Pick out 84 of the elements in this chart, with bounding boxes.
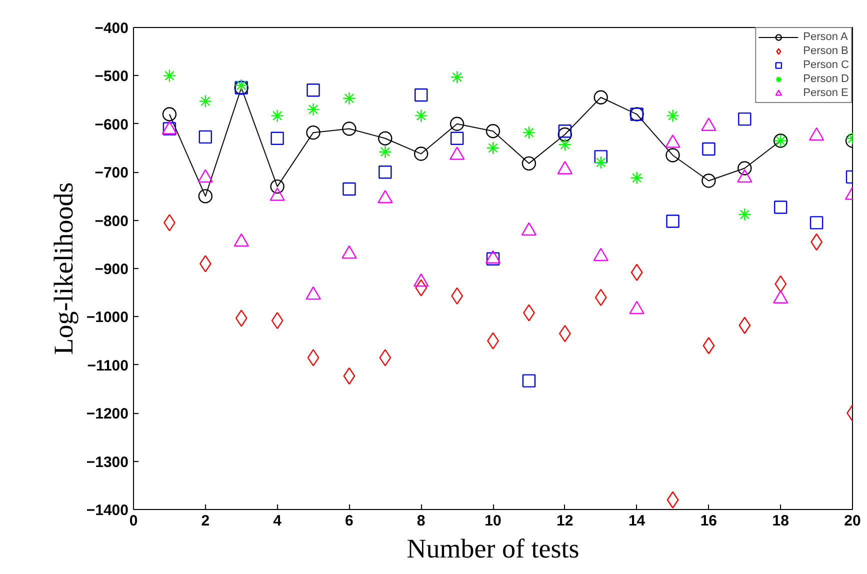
x-tick-label: 20 — [844, 512, 861, 530]
point — [522, 126, 536, 140]
legend-label: Person A — [803, 30, 848, 44]
point — [450, 116, 464, 131]
point — [342, 182, 356, 196]
point — [306, 102, 320, 116]
point — [414, 146, 428, 161]
x-tick-label: 16 — [700, 512, 718, 530]
x-tick-label: 2 — [201, 512, 210, 530]
point — [738, 161, 752, 176]
point — [198, 130, 212, 144]
y-tick-label: −500 — [94, 68, 129, 86]
point — [234, 78, 248, 92]
y-tick-label: −1100 — [87, 357, 129, 374]
point — [307, 349, 320, 366]
point — [270, 132, 284, 145]
y-tick-label: −1300 — [86, 454, 129, 471]
point — [738, 112, 752, 126]
point — [558, 124, 572, 138]
point — [666, 491, 679, 508]
point — [666, 109, 680, 122]
point — [774, 200, 788, 214]
point — [666, 214, 680, 228]
point — [666, 148, 680, 162]
y-tick-label: −700 — [94, 164, 129, 182]
point — [558, 138, 572, 152]
point — [162, 69, 176, 82]
x-tick-label: 12 — [556, 512, 574, 530]
point — [810, 216, 824, 230]
point — [414, 88, 428, 102]
point — [378, 131, 392, 146]
y-tick-label: −900 — [94, 261, 129, 278]
y-tick-label: −800 — [94, 212, 129, 230]
x-axis-title: Number of tests — [406, 534, 580, 564]
legend-label: Person C — [803, 58, 849, 72]
point — [415, 279, 428, 296]
point — [702, 142, 716, 156]
point — [450, 132, 464, 145]
x-tick-label: 4 — [273, 512, 282, 530]
x-tick-label: 14 — [628, 512, 646, 530]
y-tick-label: −600 — [94, 116, 129, 134]
point — [198, 94, 212, 108]
y-tick-label: −1400 — [86, 502, 129, 519]
x-tick-label: 8 — [416, 512, 426, 530]
point — [378, 166, 392, 179]
point — [738, 316, 751, 334]
y-tick-label: −400 — [94, 20, 129, 37]
point — [738, 208, 752, 222]
x-tick-label: 18 — [772, 512, 789, 530]
point — [198, 189, 212, 204]
point — [342, 92, 356, 105]
point — [702, 337, 715, 354]
x-tick-label: 6 — [345, 512, 354, 530]
point — [235, 310, 248, 327]
point — [594, 150, 608, 164]
y-tick-label: −1000 — [86, 309, 129, 326]
x-tick-label: 0 — [129, 512, 138, 530]
point — [450, 70, 464, 84]
point — [594, 156, 608, 170]
x-tick-label: 10 — [484, 512, 502, 530]
point — [630, 264, 643, 281]
point — [522, 374, 536, 388]
point — [306, 125, 320, 140]
legend-label: Person D — [803, 72, 849, 86]
point — [594, 90, 608, 104]
point — [414, 109, 428, 122]
point — [306, 84, 320, 97]
point — [342, 122, 356, 136]
point — [199, 255, 212, 272]
point — [486, 124, 500, 138]
point — [486, 141, 500, 155]
point — [378, 145, 392, 158]
point — [270, 179, 284, 194]
point — [702, 174, 716, 188]
point — [162, 107, 177, 122]
point — [558, 127, 572, 142]
point — [630, 171, 644, 184]
legend-label: Person E — [803, 86, 848, 100]
point — [522, 156, 536, 171]
point — [270, 109, 284, 122]
y-tick-label: −1200 — [86, 406, 129, 423]
point — [379, 349, 392, 366]
y-axis-title: Log-likelihoods — [48, 182, 78, 355]
legend-label: Person B — [803, 44, 848, 58]
